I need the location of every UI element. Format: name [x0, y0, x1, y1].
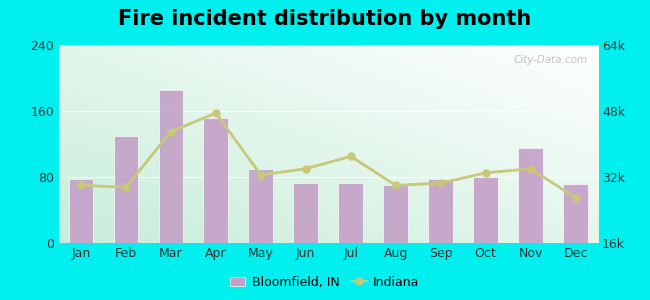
Text: Fire incident distribution by month: Fire incident distribution by month — [118, 9, 532, 29]
Bar — [339, 183, 363, 243]
Bar — [563, 184, 588, 243]
Bar — [203, 118, 228, 243]
Bar — [159, 90, 183, 243]
Bar — [114, 136, 138, 243]
Bar — [293, 183, 318, 243]
Text: City-Data.com: City-Data.com — [513, 55, 587, 65]
Bar — [384, 185, 408, 243]
Bar — [69, 178, 94, 243]
Bar — [518, 148, 543, 243]
Bar — [248, 169, 273, 243]
Legend: Bloomfield, IN, Indiana: Bloomfield, IN, Indiana — [226, 271, 424, 294]
Bar — [428, 178, 453, 243]
Bar — [473, 177, 498, 243]
